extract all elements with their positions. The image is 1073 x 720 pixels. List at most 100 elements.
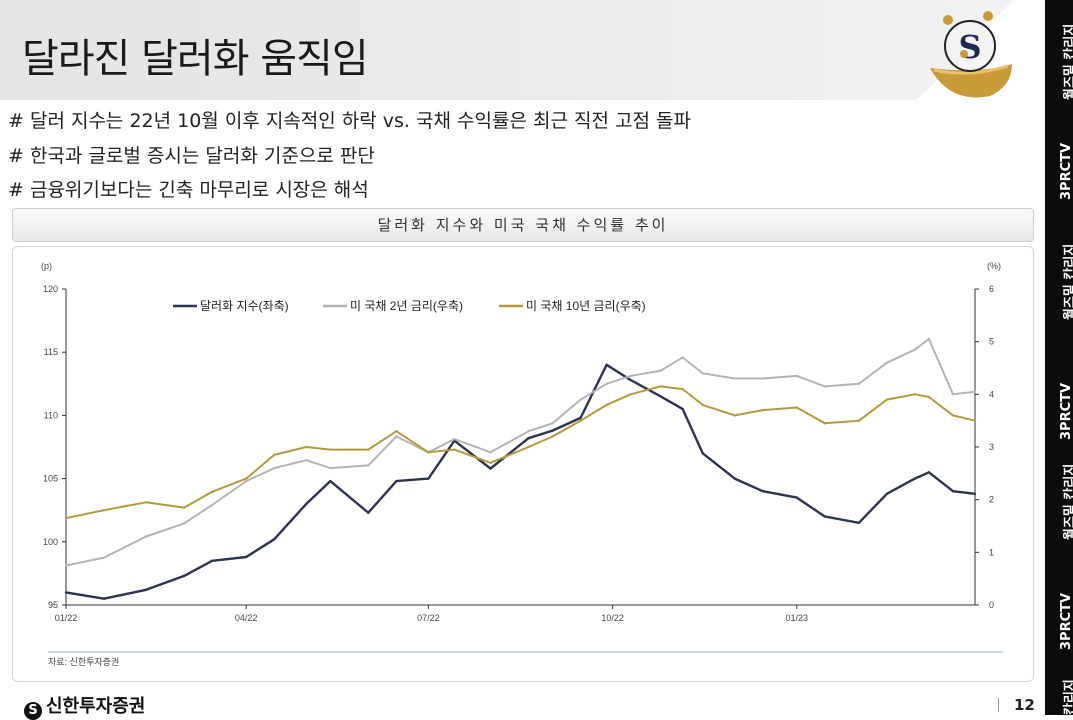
series-2-point [579,398,582,401]
series-1-point [64,591,68,594]
series-1-point [659,395,662,398]
left-tick-label: 100 [43,537,58,547]
series-1-point [795,496,798,499]
series-1-point [913,477,917,480]
series-1-point [701,452,704,455]
series-3-point [857,419,861,422]
series-1-point [605,363,608,366]
series-2-point [329,466,332,470]
series-2-point [823,385,826,388]
bullet-1: # 달러 지수는 22년 10월 이후 지속적인 하락 vs. 국채 수익률은 … [8,110,691,132]
title-band [0,0,1045,100]
series-1-point [973,492,977,495]
series-3-point [681,387,684,391]
svg-text:S: S [958,28,981,66]
series-2-point [605,382,608,385]
legend-label: 달러화 지수(좌축) [200,299,289,313]
series-1-point [305,502,308,506]
right-tick-label: 5 [989,337,994,347]
series-3-point [395,430,398,433]
x-tick-label: 07/22 [417,613,440,623]
series-3-point [823,422,826,425]
side-strip-text: 3PRCTV [1059,592,1073,650]
series-3-point [659,385,662,388]
series-3-point [305,445,308,449]
series-1-point [182,574,186,578]
series-1-point [823,515,826,518]
series-1-point [427,477,430,480]
bullet-2: # 한국과 글로벌 증시는 달러화 기준으로 판단 [8,145,375,167]
series-2-point [64,564,68,567]
series-3-point [427,451,430,454]
series-3-point [701,403,704,407]
series-1-point [551,429,554,432]
side-strip-text: 월즈밑 칸리지 [1063,463,1073,540]
series-2-point [367,464,370,467]
series-3-point [182,506,186,509]
series-3-point [551,435,554,438]
series-3-point [102,509,106,512]
chart-panel: (p) (%) 120 115 110 105 100 95 6 5 4 3 2 1 0 01/22 04/22… [12,246,1034,682]
series-3-point [211,490,214,493]
series-1-point [367,511,370,514]
series-2-point [453,437,456,441]
footer-brand-logo: S 신한투자증권 [24,692,145,720]
right-tick-label: 3 [989,442,994,452]
series-2-point [551,422,554,425]
series-3-point [605,403,608,407]
series-1-point [489,467,492,470]
series-3-point [329,448,332,451]
series-line-3 [65,385,976,520]
series-3-point [144,501,148,504]
series-1-point [733,477,736,480]
x-tick-label: 04/22 [235,613,258,623]
side-strip [1045,0,1073,715]
left-tick-label: 115 [44,347,58,357]
series-1-point [681,407,684,411]
series-3-point [927,395,931,399]
side-strip-text: 칸리지 [1063,679,1073,715]
right-tick-label: 1 [989,547,994,557]
source-note: 자료: 신한투자증권 [48,656,119,667]
series-2-point [681,356,684,359]
series-2-point [629,374,632,378]
series-2-point [273,466,276,470]
series-2-point [144,535,148,538]
series-1-point [273,538,276,541]
footer-divider [998,698,999,712]
right-tick-label: 4 [989,389,994,399]
left-tick-label: 95 [48,600,58,610]
left-tick-label: 110 [44,410,58,420]
series-3-point [795,406,798,409]
series-3-point [973,419,977,422]
series-1-point [527,437,530,440]
series-2-point [885,361,889,364]
series-2-point [659,369,662,372]
series-1-point [329,479,332,483]
series-1-point [885,492,889,495]
series-2-point [973,390,977,393]
series-2-point [951,393,955,396]
right-tick-label: 0 [989,600,994,610]
chart-title: 달러화 지수와 미국 국채 수익률 추이 [12,208,1034,242]
series-1-point [951,490,955,493]
series-1-point [579,416,582,420]
series-2-point [913,348,917,351]
series-1-point [761,490,764,493]
series-3-point [273,453,276,457]
x-tick-label: 01/22 [55,613,78,623]
side-strip-text: 3PRCTV [1059,382,1073,440]
series-3-point [245,477,248,480]
series-2-point [102,556,106,559]
series-3-point [885,398,889,401]
series-2-point [733,377,736,380]
series-3-point [489,461,492,464]
left-tick-label: 120 [43,284,58,294]
series-3-point [527,445,530,449]
series-1-point [927,471,931,474]
footer-brand-name: 신한투자증권 [46,696,146,717]
side-strip-text: 월즈밑 칸리지 [1063,23,1073,100]
legend-label: 미 국채 10년 금리(우축) [526,299,646,313]
series-3-point [761,408,764,412]
chart-svg: (p) (%) 120 115 110 105 100 95 6 5 4 3 2 1 0 01/22 04/22… [41,261,1003,667]
